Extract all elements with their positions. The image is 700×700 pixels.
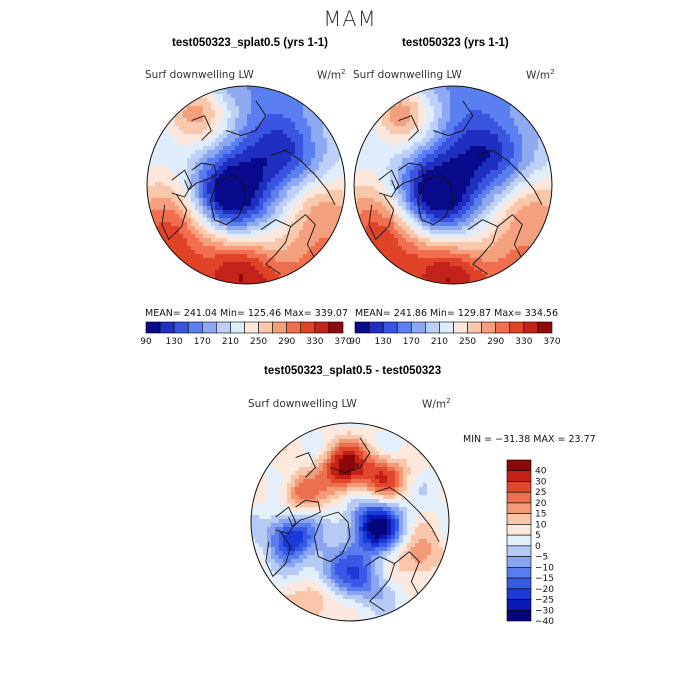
colorbar-bottom-tick-label: 0: [535, 542, 541, 552]
map-top-right-coastlines: [368, 100, 543, 275]
colorbar-bottom-swatch: [506, 556, 532, 568]
colorbar-bottom-swatch: [506, 599, 532, 611]
colorbar-top-right-tick-label: 370: [543, 337, 560, 347]
map-bottom-coastlines: [265, 437, 440, 612]
colorbar-top-left-tick-label: 210: [222, 337, 239, 347]
page-title: MAM: [323, 7, 377, 31]
colorbar-bottom-tick-label: −15: [535, 574, 554, 584]
colorbar-bottom-swatch: [506, 588, 532, 600]
colorbar-top-left-tick-label: 170: [194, 337, 211, 347]
colorbar-top-left-tick-label: 250: [250, 337, 267, 347]
map-top-right-boundary: [353, 85, 553, 285]
colorbar-top-right-tick-label: 250: [459, 337, 476, 347]
minmax-bottom: MIN = −31.38 MAX = 23.77: [463, 434, 596, 445]
colorbar-bottom-tick-label: 10: [535, 520, 547, 530]
colorbar-bottom-swatch: [506, 481, 532, 493]
map-bottom-boundary: [250, 422, 450, 622]
colorbar-top-left-tick-label: 90: [140, 337, 152, 347]
variable-label-top-right: Surf downwelling LW: [353, 69, 462, 81]
colorbar-top-right-tick-label: 330: [515, 337, 532, 347]
colorbar-top-right-tick-label: 90: [349, 337, 361, 347]
colorbar-bottom-swatch: [506, 567, 532, 579]
panel-title-top-right: test050323 (yrs 1-1): [402, 37, 509, 49]
colorbar-bottom-tick-label: −30: [535, 606, 554, 616]
map-top-left-boundary: [146, 85, 346, 285]
colorbar-top-left-tick-label: 130: [166, 337, 183, 347]
colorbar-bottom-tick-label: −25: [535, 596, 554, 606]
colorbar-bottom-swatch: [506, 524, 532, 536]
colorbar-top-right-swatch: [537, 321, 553, 334]
colorbar-bottom-tick-label: 30: [535, 477, 547, 487]
colorbar-bottom-swatch: [506, 513, 532, 525]
map-top-left-coastlines: [161, 100, 336, 275]
colorbar-bottom-swatch: [506, 459, 532, 472]
map-top-right-field: [354, 86, 552, 284]
stats-top-right: MEAN= 241.86 Min= 129.87 Max= 334.56: [355, 308, 559, 319]
colorbar-bottom-tick-label: 5: [535, 531, 541, 541]
colorbar-top-right-tick-label: 290: [487, 337, 504, 347]
colorbar-top-left-tick-label: 290: [278, 337, 295, 347]
colorbar-bottom-tick-label: 40: [535, 467, 547, 477]
colorbar-bottom-tick-label: 20: [535, 499, 547, 509]
stats-top-left: MEAN= 241.04 Min= 125.46 Max= 339.07: [145, 308, 349, 319]
colorbar-top-left-tick-label: 330: [306, 337, 323, 347]
colorbar-bottom-swatch: [506, 545, 532, 557]
colorbar-top-left-swatch: [328, 321, 344, 334]
variable-label-bottom: Surf downwelling LW: [248, 398, 357, 410]
colorbar-bottom-tick-label: 15: [535, 510, 546, 520]
colorbar-bottom-tick-label: −10: [535, 563, 554, 573]
colorbar-bottom-swatch: [506, 491, 532, 504]
colorbar-bottom-tick-label: −20: [535, 585, 554, 595]
colorbar-bottom-tick-label: −40: [535, 617, 554, 627]
units-label-bottom: W/m2: [422, 397, 451, 411]
colorbar-bottom-swatch: [506, 470, 532, 482]
units-label-top-right: W/m2: [526, 68, 555, 82]
colorbar-top-left-tick-label: 370: [334, 337, 351, 347]
colorbar-top-right-tick-label: 130: [375, 337, 392, 347]
colorbar-top-right-tick-label: 210: [431, 337, 448, 347]
panel-title-bottom: test050323_splat0.5 - test050323: [264, 365, 442, 377]
colorbar-top-right-tick-label: 170: [403, 337, 420, 347]
colorbar-bottom-swatch: [506, 609, 532, 622]
units-label-top-left: W/m2: [317, 68, 346, 82]
colorbar-bottom-swatch: [506, 577, 532, 590]
colorbar-bottom-tick-label: −5: [535, 553, 548, 563]
variable-label-top-left: Surf downwelling LW: [145, 69, 254, 81]
colorbar-bottom-swatch: [506, 534, 532, 547]
colorbar-bottom-tick-label: 25: [535, 488, 546, 498]
panel-title-top-left: test050323_splat0.5 (yrs 1-1): [172, 37, 328, 49]
colorbar-bottom-swatch: [506, 502, 532, 514]
